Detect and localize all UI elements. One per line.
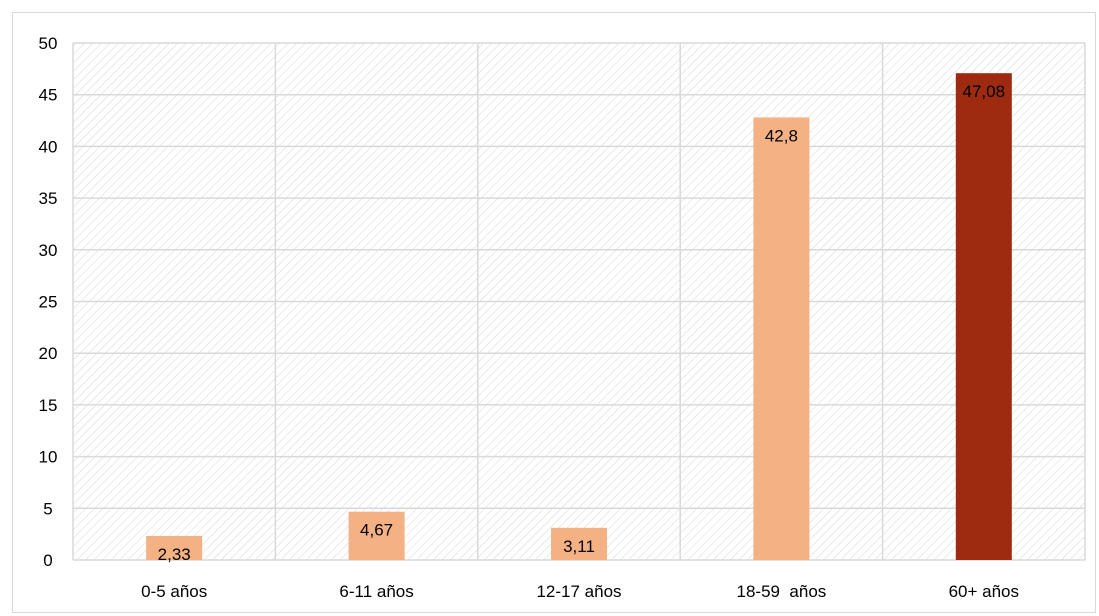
- x-tick-label: 6-11 años: [339, 582, 413, 601]
- data-label: 3,11: [563, 537, 595, 556]
- gridlines: [72, 42, 1086, 561]
- data-label: 47,08: [963, 82, 1006, 101]
- bars: [146, 73, 1012, 560]
- y-tick-label: 30: [39, 241, 58, 260]
- data-label: 42,8: [765, 126, 798, 145]
- x-tick-label: 60+ años: [949, 582, 1019, 601]
- data-label: 4,67: [360, 521, 393, 540]
- y-tick-label: 15: [39, 396, 58, 415]
- y-tick-label: 25: [39, 293, 58, 312]
- y-tick-label: 0: [43, 551, 52, 570]
- y-tick-label: 35: [39, 189, 58, 208]
- y-tick-label: 20: [39, 344, 58, 363]
- bar: [551, 527, 607, 560]
- x-axis: 0-5 años 6-11 años 12-17 años 18-59 años 60+…: [141, 582, 1019, 601]
- y-tick-label: 5: [43, 499, 52, 518]
- bar: [348, 511, 405, 560]
- y-axis: 0 5 10 15 20 25 30 35 40 45 50: [39, 34, 58, 570]
- y-tick-label: 10: [39, 448, 58, 467]
- bar: [146, 535, 203, 560]
- data-label: 2,33: [158, 545, 191, 564]
- bar: [955, 73, 1012, 560]
- y-tick-label: 40: [39, 137, 58, 156]
- x-tick-label: 18-59 años: [737, 582, 827, 601]
- x-tick-label: 0-5 años: [141, 582, 207, 601]
- data-labels: 2,33 4,67 3,11 42,8 47,08: [158, 82, 1005, 564]
- x-tick-label: 12-17 años: [536, 582, 621, 601]
- y-tick-label: 45: [39, 86, 58, 105]
- y-tick-label: 50: [39, 34, 58, 53]
- bar: [753, 117, 810, 560]
